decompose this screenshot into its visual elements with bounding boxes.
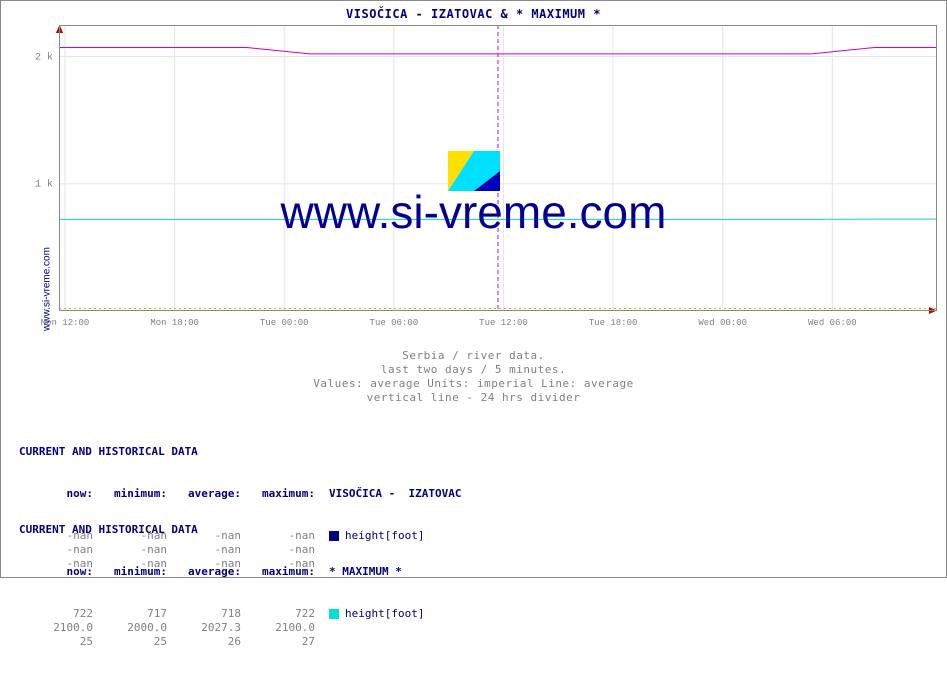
block-b-title: CURRENT AND HISTORICAL DATA xyxy=(19,523,424,537)
data-cell: 718 xyxy=(167,607,241,621)
col-minimum: minimum: xyxy=(93,565,167,579)
data-row: 2100.02000.02027.32100.0 xyxy=(19,621,424,635)
data-cell: 2100.0 xyxy=(241,621,315,635)
data-cell: 2000.0 xyxy=(93,621,167,635)
svg-text:Wed 00:00: Wed 00:00 xyxy=(698,318,747,328)
data-block-maximum: CURRENT AND HISTORICAL DATA now: minimum… xyxy=(19,495,424,677)
svg-text:Tue 00:00: Tue 00:00 xyxy=(260,318,309,328)
chart-title: VISOČICA - IZATOVAC & * MAXIMUM * xyxy=(1,7,946,21)
svg-text:Tue 12:00: Tue 12:00 xyxy=(479,318,528,328)
svg-text:Wed 06:00: Wed 06:00 xyxy=(808,318,857,328)
subhead-line4: vertical line - 24 hrs divider xyxy=(1,391,946,404)
data-cell: 2100.0 xyxy=(19,621,93,635)
subhead-line1: Serbia / river data. xyxy=(1,349,946,362)
subhead-line2: last two days / 5 minutes. xyxy=(1,363,946,376)
data-cell: 722 xyxy=(241,607,315,621)
svg-text:Mon 12:00: Mon 12:00 xyxy=(41,318,90,328)
block-b-series-name: * MAXIMUM * xyxy=(329,565,402,579)
legend-chip-icon xyxy=(329,609,339,619)
col-now: now: xyxy=(19,565,93,579)
svg-text:1 k: 1 k xyxy=(35,179,53,191)
col-average: average: xyxy=(167,565,241,579)
data-cell: 25 xyxy=(19,635,93,649)
subhead-line3: Values: average Units: imperial Line: av… xyxy=(1,377,946,390)
svg-text:Tue 06:00: Tue 06:00 xyxy=(370,318,419,328)
data-cell: 26 xyxy=(167,635,241,649)
chart-panel: www.si-vreme.com VISOČICA - IZATOVAC & *… xyxy=(0,0,947,578)
data-cell: 25 xyxy=(93,635,167,649)
data-cell: 2027.3 xyxy=(167,621,241,635)
data-cell: 717 xyxy=(93,607,167,621)
data-cell: 27 xyxy=(241,635,315,649)
svg-text:Tue 18:00: Tue 18:00 xyxy=(589,318,638,328)
data-row: 722717718722height[foot] xyxy=(19,607,424,621)
col-maximum: maximum: xyxy=(241,565,315,579)
legend-label: height[foot] xyxy=(345,607,424,621)
watermark-logo-icon xyxy=(448,151,500,191)
svg-text:Mon 18:00: Mon 18:00 xyxy=(150,318,199,328)
svg-text:2 k: 2 k xyxy=(35,51,53,63)
data-row: 25252627 xyxy=(19,635,424,649)
data-cell: 722 xyxy=(19,607,93,621)
block-a-title: CURRENT AND HISTORICAL DATA xyxy=(19,445,461,459)
